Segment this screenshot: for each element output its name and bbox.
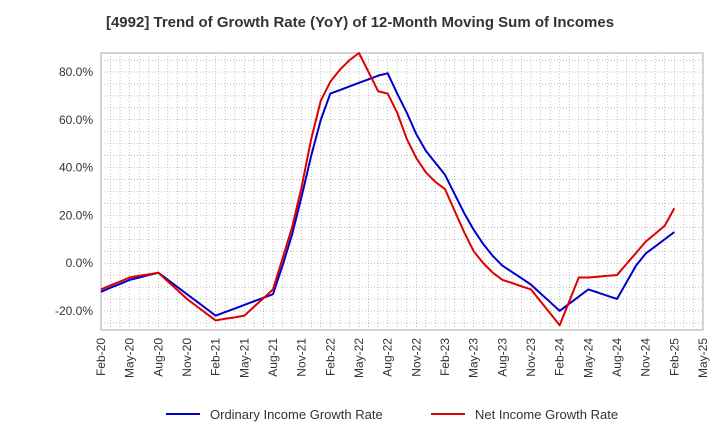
x-tick-label: Nov-21 xyxy=(295,338,309,377)
y-tick-label: -20.0% xyxy=(55,304,93,318)
x-tick-label: May-24 xyxy=(581,338,595,378)
y-tick-label: 80.0% xyxy=(59,65,93,79)
legend-label: Ordinary Income Growth Rate xyxy=(210,407,383,422)
series-line-ordinary-income xyxy=(100,72,675,317)
x-tick-label: May-25 xyxy=(696,338,710,378)
x-tick-label: Feb-22 xyxy=(323,338,337,376)
grid-lines xyxy=(101,53,703,330)
legend: Ordinary Income Growth Rate Net Income Gr… xyxy=(166,407,618,422)
x-tick-label: May-20 xyxy=(123,338,137,378)
x-tick-label: Nov-22 xyxy=(409,338,423,377)
x-tick-label: Nov-24 xyxy=(639,338,653,377)
chart-title: [4992] Trend of Growth Rate (YoY) of 12-… xyxy=(105,14,615,31)
y-tick-label: 0.0% xyxy=(66,256,94,270)
x-tick-label: Feb-20 xyxy=(94,338,108,376)
x-tick-label: Feb-21 xyxy=(209,338,223,376)
series-line-net-income xyxy=(100,52,676,327)
legend-label: Net Income Growth Rate xyxy=(475,407,618,422)
x-tick-label: Aug-22 xyxy=(381,338,395,377)
x-tick-label: Feb-24 xyxy=(553,338,567,376)
x-tick-label: May-22 xyxy=(352,338,366,378)
plot-frame xyxy=(100,52,704,331)
x-tick-label: May-23 xyxy=(467,338,481,378)
x-tick-label: Aug-24 xyxy=(610,338,624,377)
x-tick-label: Nov-20 xyxy=(180,338,194,377)
x-tick-label: Aug-21 xyxy=(266,338,280,377)
x-tick-label: Aug-20 xyxy=(151,338,165,377)
y-axis: 80.0% 60.0% 40.0% 20.0% 0.0% -20.0% xyxy=(55,65,93,318)
y-tick-label: 60.0% xyxy=(59,113,93,127)
x-axis: Feb-20 May-20 Aug-20 Nov-20 Feb-21 May-21 Aug-… xyxy=(94,338,710,378)
y-tick-label: 40.0% xyxy=(59,161,93,175)
y-tick-label: 20.0% xyxy=(59,208,93,222)
x-tick-label: Feb-23 xyxy=(438,338,452,376)
x-tick-label: May-21 xyxy=(237,338,251,378)
x-tick-label: Feb-25 xyxy=(667,338,681,376)
x-tick-label: Nov-23 xyxy=(524,338,538,377)
series-group xyxy=(100,52,676,327)
x-tick-label: Aug-23 xyxy=(495,338,509,377)
